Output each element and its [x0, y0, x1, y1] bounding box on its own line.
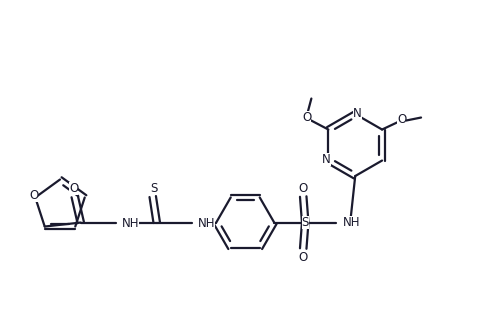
Text: N: N — [322, 153, 331, 166]
Text: NH: NH — [198, 217, 215, 230]
Text: O: O — [69, 182, 79, 195]
Text: O: O — [299, 250, 308, 264]
Text: N: N — [353, 106, 362, 120]
Text: S: S — [302, 216, 309, 229]
Text: O: O — [29, 189, 39, 202]
Text: O: O — [302, 111, 311, 124]
Text: NH: NH — [122, 217, 139, 230]
Text: S: S — [150, 182, 158, 195]
Text: NH: NH — [343, 216, 361, 229]
Text: O: O — [397, 113, 406, 126]
Text: O: O — [299, 182, 308, 195]
